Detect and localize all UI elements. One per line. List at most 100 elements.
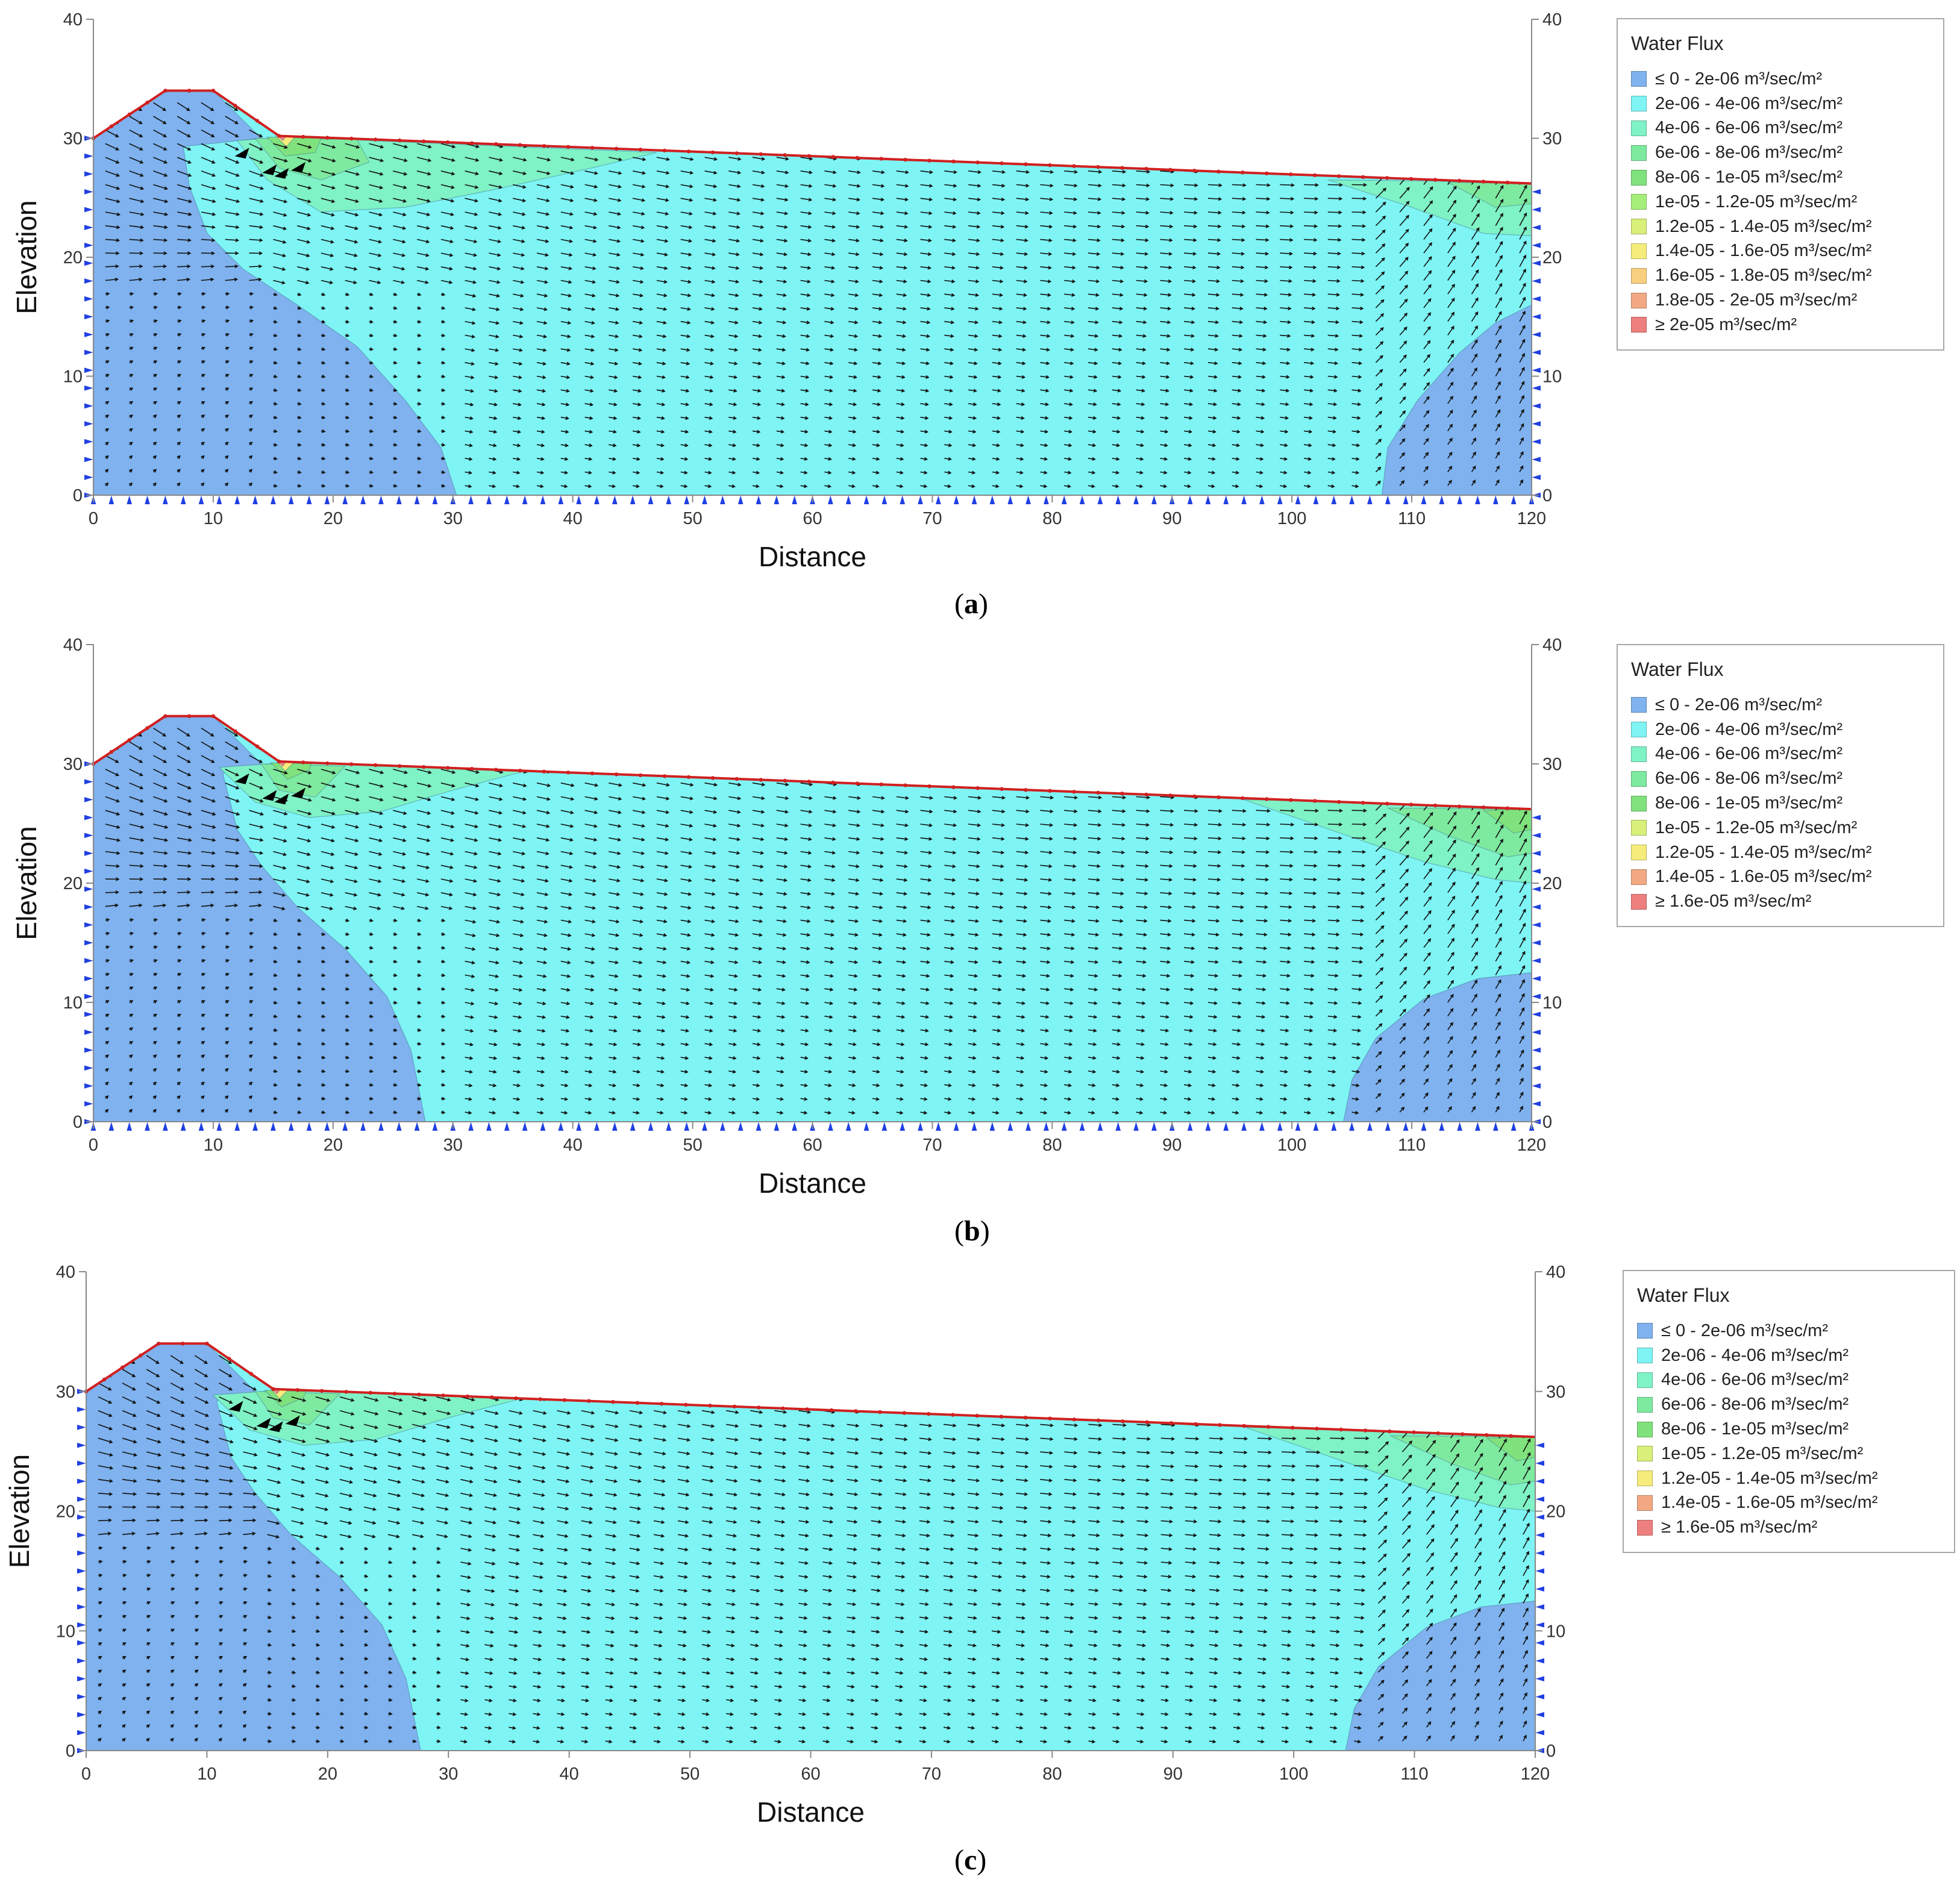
legend-label: 1.2e-05 - 1.4e-05 m³/sec/m² — [1655, 842, 1872, 862]
legend-swatch — [1631, 697, 1647, 713]
legend-label: 1.2e-05 - 1.4e-05 m³/sec/m² — [1661, 1468, 1878, 1488]
legend-label: ≤ 0 - 2e-06 m³/sec/m² — [1655, 695, 1822, 714]
legend-swatch — [1631, 219, 1647, 235]
legend-label: 1.2e-05 - 1.4e-05 m³/sec/m² — [1655, 216, 1872, 236]
x-tick-label: 60 — [803, 509, 822, 528]
x-tick-label: 90 — [1162, 509, 1182, 528]
x-tick-label: 110 — [1400, 1764, 1428, 1784]
legend-item: 8e-06 - 1e-05 m³/sec/m² — [1631, 791, 1931, 816]
x-axis-title: Distance — [759, 541, 866, 572]
legend-swatch — [1631, 869, 1647, 885]
y-tick-label-left: 40 — [63, 636, 83, 655]
flux-zone — [269, 762, 312, 780]
legend-label: 1.4e-05 - 1.6e-05 m³/sec/m² — [1655, 867, 1872, 887]
legend-c: Water Flux ≤ 0 - 2e-06 m³/sec/m² 2e-06 - … — [1623, 1270, 1955, 1553]
x-tick-label: 20 — [324, 1136, 343, 1155]
legend-item: ≥ 2e-05 m³/sec/m² — [1631, 313, 1931, 337]
legend-label: 4e-06 - 6e-06 m³/sec/m² — [1655, 118, 1843, 138]
legend-label: ≤ 0 - 2e-06 m³/sec/m² — [1655, 69, 1822, 89]
y-tick-label-left: 10 — [63, 993, 83, 1013]
legend-label: 1.4e-05 - 1.6e-05 m³/sec/m² — [1661, 1493, 1878, 1513]
legend-item: ≤ 0 - 2e-06 m³/sec/m² — [1631, 693, 1931, 717]
legend-label: ≤ 0 - 2e-06 m³/sec/m² — [1661, 1320, 1828, 1340]
toe-arrows — [228, 1401, 300, 1433]
legend-item: 2e-06 - 4e-06 m³/sec/m² — [1631, 92, 1931, 116]
legend-item: 1.8e-05 - 2e-05 m³/sec/m² — [1631, 288, 1931, 313]
y-tick-label-left: 10 — [63, 367, 83, 387]
x-tick-label: 20 — [318, 1764, 337, 1784]
legend-label: 1e-05 - 1.2e-05 m³/sec/m² — [1655, 192, 1858, 211]
legend-swatch — [1631, 292, 1647, 308]
flux-zone — [1381, 304, 1532, 495]
legend-item: 4e-06 - 6e-06 m³/sec/m² — [1631, 116, 1931, 141]
legend-item: 2e-06 - 4e-06 m³/sec/m² — [1631, 717, 1931, 742]
legend-label: ≥ 1.6e-05 m³/sec/m² — [1661, 1517, 1818, 1537]
legend-a: Water Flux ≤ 0 - 2e-06 m³/sec/m² 2e-06 - … — [1617, 18, 1944, 351]
y-tick-label-right: 10 — [1542, 367, 1562, 387]
legend-swatch — [1637, 1519, 1653, 1536]
legend-swatch — [1631, 770, 1647, 787]
x-tick-label: 50 — [683, 509, 702, 528]
legend-label: 4e-06 - 6e-06 m³/sec/m² — [1661, 1370, 1849, 1390]
y-tick-label-right: 20 — [1546, 1502, 1565, 1522]
legend-label: ≥ 1.6e-05 m³/sec/m² — [1655, 892, 1812, 911]
x-tick-label: 90 — [1163, 1764, 1183, 1784]
y-tick-label-right: 30 — [1542, 755, 1562, 774]
legend-item: 6e-06 - 8e-06 m³/sec/m² — [1637, 1392, 1942, 1417]
x-tick-label: 50 — [680, 1764, 700, 1784]
legend-label: 1.4e-05 - 1.6e-05 m³/sec/m² — [1655, 241, 1872, 261]
x-tick-label: 0 — [89, 1136, 98, 1155]
legend-item: 1.6e-05 - 1.8e-05 m³/sec/m² — [1631, 263, 1931, 288]
legend-item: 1.2e-05 - 1.4e-05 m³/sec/m² — [1637, 1466, 1942, 1491]
panel-c: 0 10 20 30 40 50 60 70 80 90 100 110 120 0 0 10 10 20 20 30… — [0, 1253, 1960, 1880]
legend-swatch — [1631, 845, 1647, 861]
y-tick-label-right: 30 — [1542, 130, 1562, 149]
legend-label: 1e-05 - 1.2e-05 m³/sec/m² — [1655, 817, 1858, 837]
legend-swatch — [1631, 169, 1647, 186]
y-tick-label-left: 20 — [56, 1502, 75, 1522]
x-tick-label: 0 — [89, 509, 98, 528]
x-tick-label: 30 — [439, 1764, 458, 1784]
x-tick-label: 70 — [922, 509, 942, 528]
x-tick-label: 100 — [1277, 1136, 1306, 1155]
y-axis-title-right: Elevation — [1574, 200, 1579, 314]
y-tick-label-left: 20 — [63, 248, 83, 267]
legend-swatch — [1637, 1495, 1653, 1511]
x-axis-title: Distance — [759, 1167, 866, 1199]
legend-label: 2e-06 - 4e-06 m³/sec/m² — [1661, 1345, 1849, 1365]
y-axis-title-right: Elevation — [1574, 826, 1579, 940]
y-tick-label-left: 30 — [63, 755, 83, 774]
y-tick-label-left: 40 — [56, 1263, 75, 1282]
legend-title: Water Flux — [1631, 33, 1724, 54]
legend-label: 1.8e-05 - 2e-05 m³/sec/m² — [1655, 290, 1858, 310]
legend-item: 4e-06 - 6e-06 m³/sec/m² — [1637, 1368, 1942, 1393]
caption-c: (c) — [954, 1844, 987, 1876]
legend-label: 8e-06 - 1e-05 m³/sec/m² — [1655, 793, 1843, 813]
legend-label: 2e-06 - 4e-06 m³/sec/m² — [1655, 93, 1843, 113]
flux-zone — [93, 716, 426, 1122]
x-tick-label: 70 — [922, 1764, 941, 1784]
x-tick-label: 30 — [443, 1136, 463, 1155]
legend-label: 6e-06 - 8e-06 m³/sec/m² — [1661, 1395, 1849, 1414]
y-tick-label-right: 0 — [1542, 1113, 1552, 1132]
toe-arrows — [234, 148, 306, 179]
caption-a: (a) — [954, 588, 988, 620]
y-tick-label-left: 10 — [56, 1622, 75, 1641]
legend-swatch — [1631, 795, 1647, 811]
legend-label: 8e-06 - 1e-05 m³/sec/m² — [1655, 167, 1843, 187]
legend-swatch — [1637, 1396, 1653, 1413]
x-tick-label: 80 — [1042, 1764, 1062, 1784]
legend-item: 2e-06 - 4e-06 m³/sec/m² — [1637, 1343, 1942, 1368]
legend-swatch — [1631, 71, 1647, 87]
x-tick-label: 50 — [683, 1136, 702, 1155]
y-tick-label-right: 40 — [1546, 1263, 1565, 1282]
x-tick-label: 40 — [560, 1764, 579, 1784]
legend-swatch — [1631, 722, 1647, 738]
x-tick-label: 40 — [563, 509, 583, 528]
flux-zone — [264, 1390, 307, 1408]
flux-zone-base — [93, 716, 1532, 1122]
surface-nodes — [91, 714, 1510, 810]
legend-swatch — [1637, 1372, 1653, 1388]
